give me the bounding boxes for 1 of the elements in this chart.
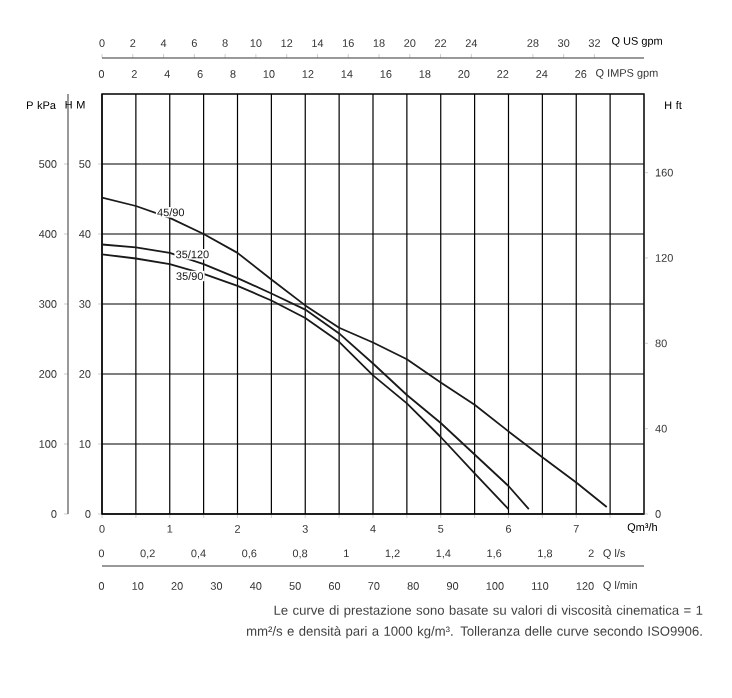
line-series [102, 196, 608, 508]
